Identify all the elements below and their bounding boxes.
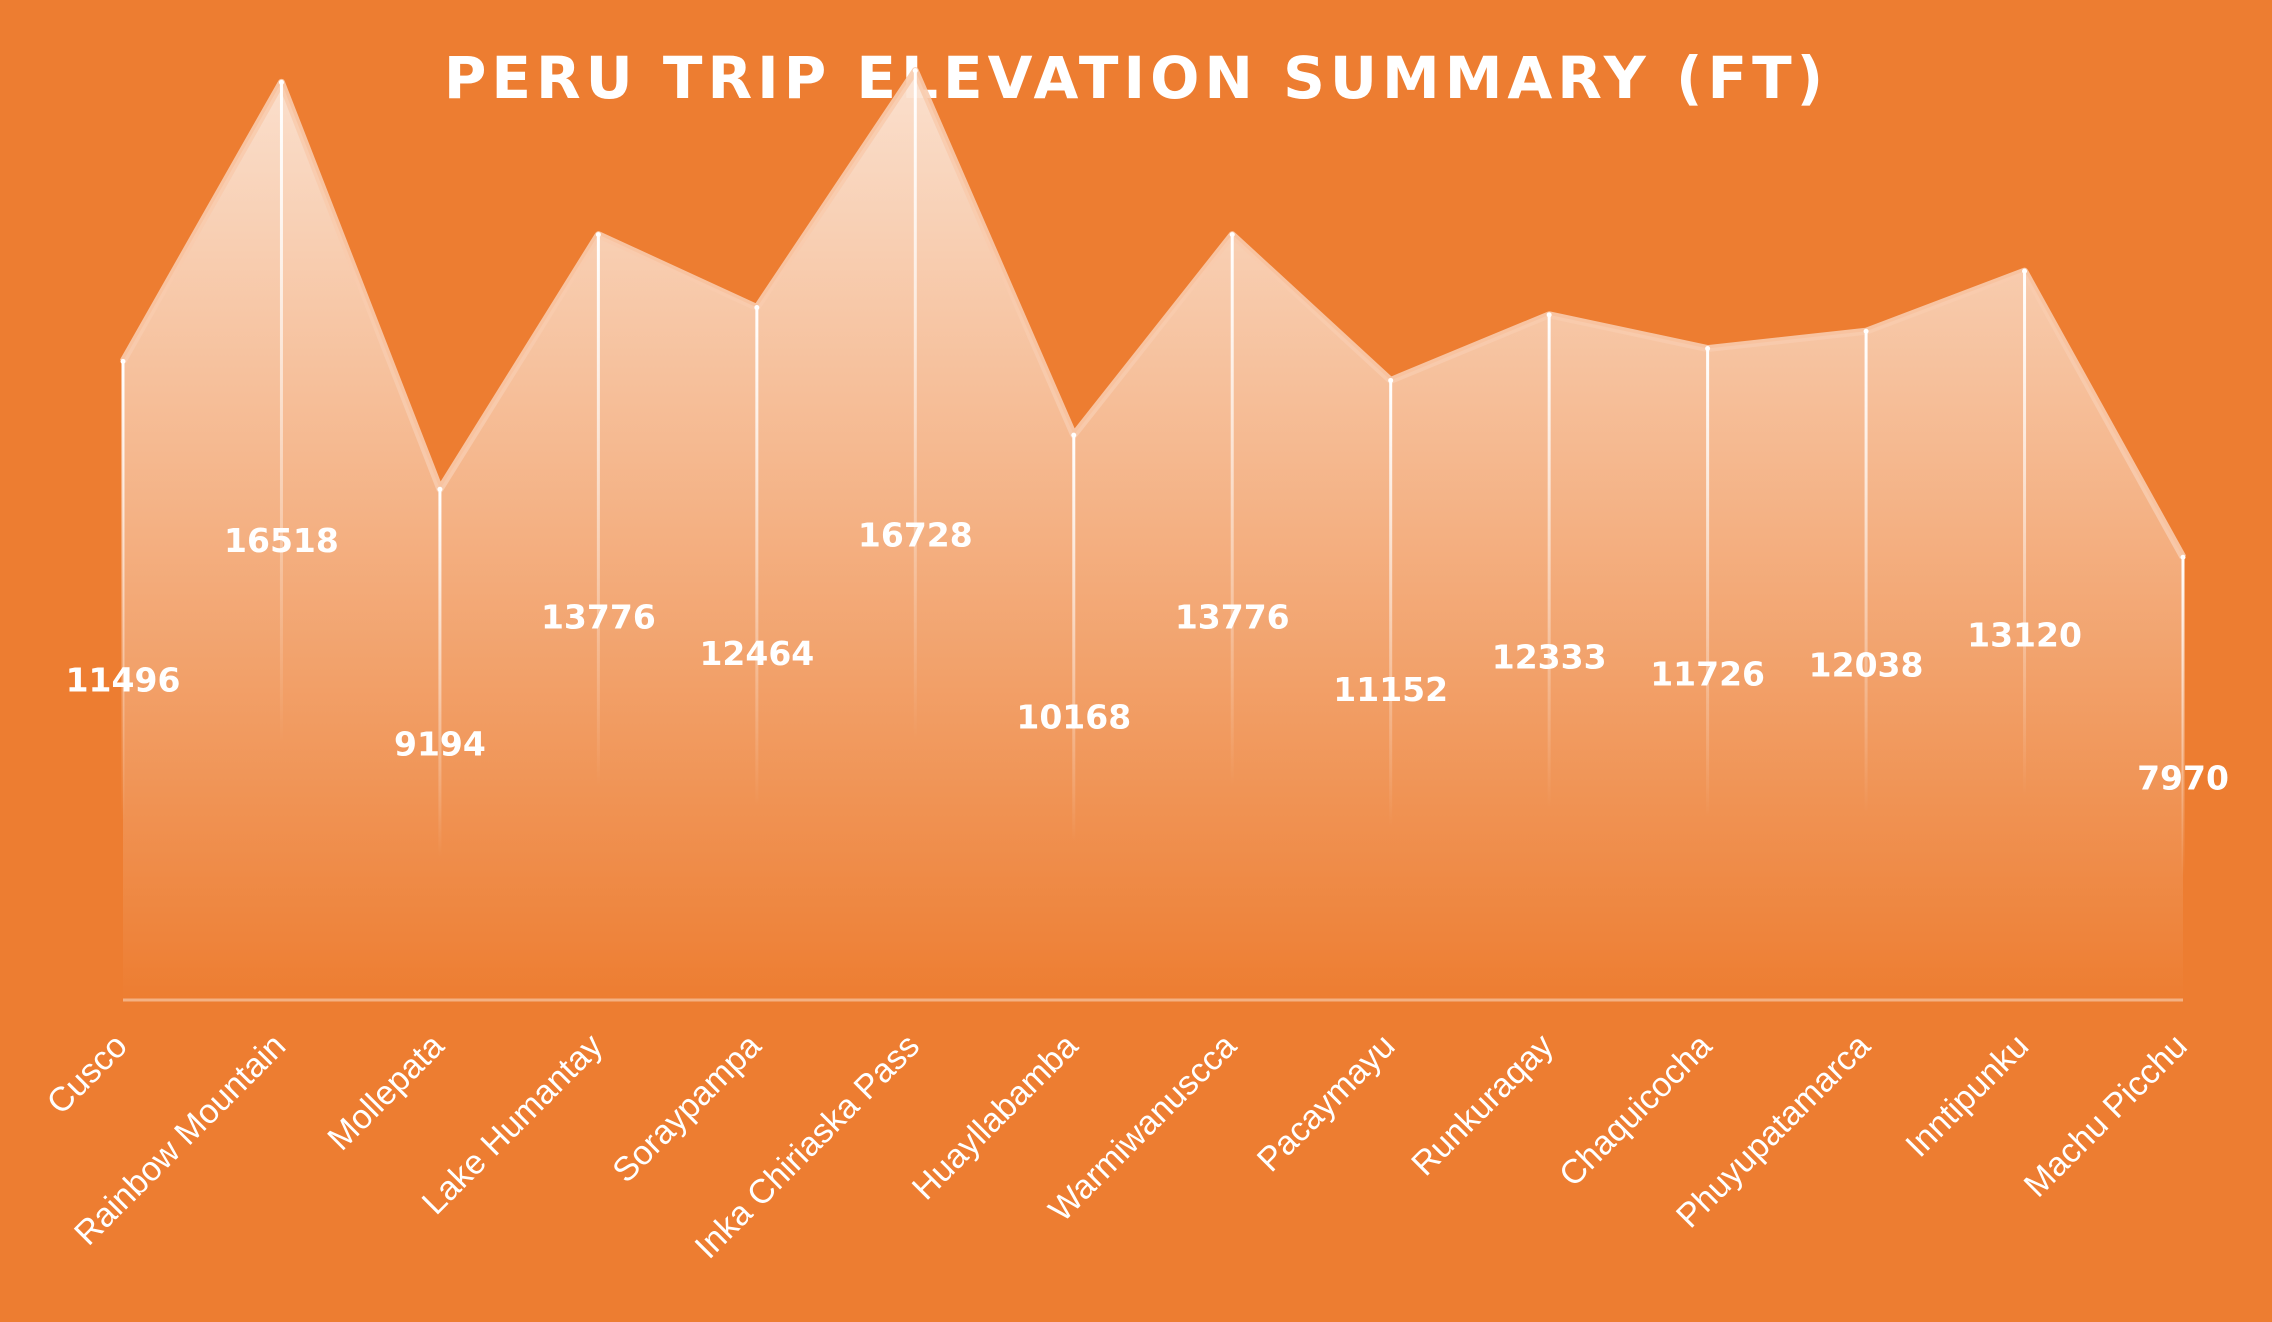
x-tick-label: Runkuraqay <box>1404 1027 1561 1184</box>
x-tick-label: Mollepata <box>320 1027 451 1158</box>
drop-line <box>1864 331 1868 813</box>
data-label: 7970 <box>2137 759 2229 798</box>
drop-line <box>913 70 917 740</box>
data-label: 12464 <box>699 634 814 673</box>
x-tick-label: Pacaymayu <box>1250 1027 1402 1179</box>
x-tick-label: Soraypampa <box>605 1027 768 1190</box>
data-label: 16518 <box>224 521 339 560</box>
drop-line <box>121 361 125 822</box>
drop-line <box>596 234 600 786</box>
data-label: 13776 <box>1175 597 1290 636</box>
drop-line <box>1072 435 1076 842</box>
elevation-area <box>123 70 2183 1000</box>
drop-line <box>2023 271 2027 796</box>
drop-line <box>1547 314 1551 809</box>
data-label: 11152 <box>1333 670 1448 709</box>
x-tick-label: Machu Picchu <box>2017 1027 2195 1205</box>
data-point <box>437 486 443 492</box>
data-point <box>2022 268 2028 274</box>
data-point <box>1863 328 1869 334</box>
drop-line <box>1230 234 1234 786</box>
data-point <box>1546 312 1552 318</box>
data-label: 9194 <box>394 725 486 764</box>
data-label: 12333 <box>1492 637 1607 676</box>
data-point <box>595 232 601 238</box>
drop-lines <box>120 68 2186 877</box>
drop-line <box>1706 348 1710 818</box>
data-label: 13776 <box>541 597 656 636</box>
data-point <box>2180 554 2186 560</box>
data-label: 10168 <box>1016 698 1131 737</box>
data-label: 11496 <box>66 661 181 700</box>
data-point <box>1071 432 1077 438</box>
drop-line <box>755 307 759 807</box>
data-label: 12038 <box>1809 646 1924 685</box>
data-point <box>278 79 284 85</box>
data-point <box>120 358 126 364</box>
data-point <box>1229 232 1235 238</box>
data-point <box>1705 346 1711 352</box>
drop-line <box>1389 380 1393 827</box>
data-point <box>754 305 760 311</box>
x-tick-label: Cusco <box>40 1027 135 1122</box>
x-tick-label: Chaquicocha <box>1552 1027 1719 1194</box>
data-labels: 11496 16518 9194 13776 12464 16728 10168 13776 1… <box>66 515 2229 797</box>
area-layer <box>119 67 2187 1002</box>
x-tick-label: Inntipunku <box>1898 1027 2036 1165</box>
data-point <box>912 68 918 74</box>
data-point <box>1388 377 1394 383</box>
data-label: 11726 <box>1650 654 1765 693</box>
data-label: 13120 <box>1967 616 2082 655</box>
x-tick-label: Huayllabamba <box>905 1027 1086 1208</box>
chart-title: PERU TRIP ELEVATION SUMMARY (FT) <box>444 44 1828 112</box>
data-label: 16728 <box>858 515 973 554</box>
drop-line <box>2181 557 2185 877</box>
elevation-line <box>119 67 2187 559</box>
drop-line <box>438 489 442 857</box>
drop-line <box>279 82 283 744</box>
